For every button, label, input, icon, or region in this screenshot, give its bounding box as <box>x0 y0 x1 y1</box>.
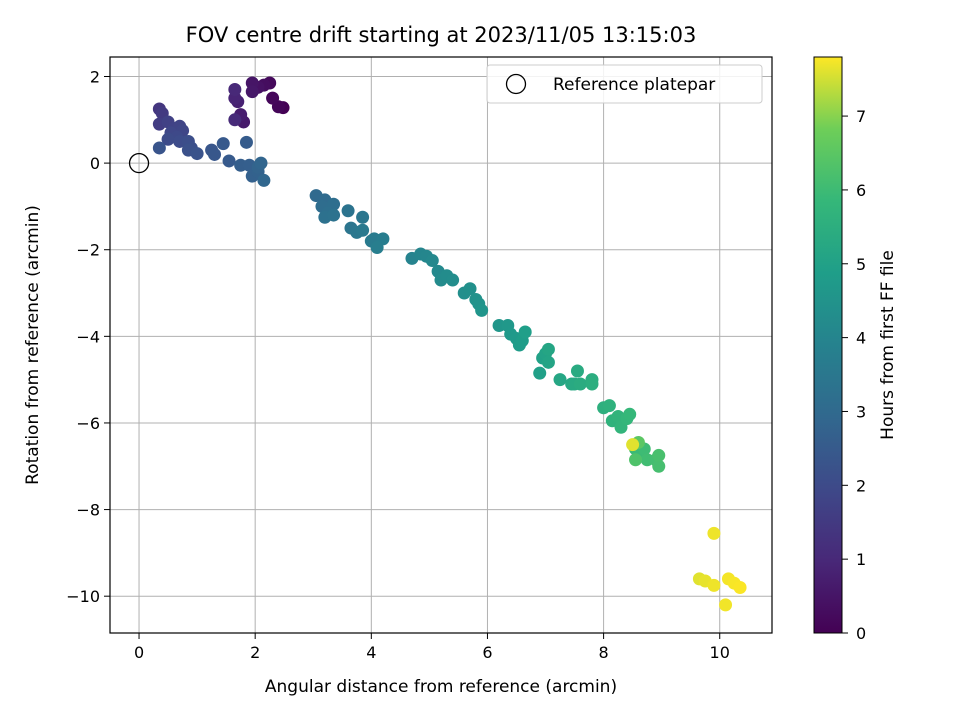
data-point <box>341 204 355 218</box>
plot-frame <box>109 56 773 634</box>
data-point <box>541 342 555 356</box>
x-tick-label: 4 <box>366 643 376 662</box>
data-point <box>245 85 259 99</box>
data-point <box>626 438 640 452</box>
colorbar-label: Hours from first FF file <box>878 250 898 440</box>
data-point <box>518 325 532 339</box>
data-point <box>602 399 616 413</box>
colorbar-tick-label: 6 <box>856 181 866 200</box>
colorbar-tick-label: 0 <box>856 624 866 643</box>
data-point <box>623 407 637 421</box>
colorbar-tick-label: 3 <box>856 402 866 421</box>
data-point <box>327 208 341 222</box>
data-point <box>152 141 166 155</box>
colorbar-tick-label: 7 <box>856 107 866 126</box>
data-point <box>573 377 587 391</box>
x-tick-label: 0 <box>134 643 144 662</box>
data-point <box>541 355 555 369</box>
colorbar-ticks: 0 1 2 3 4 5 6 7 <box>842 107 866 643</box>
data-point <box>161 132 175 146</box>
legend-marker <box>505 73 527 95</box>
x-tick-label: 10 <box>710 643 730 662</box>
data-point <box>228 113 242 127</box>
colorbar-tick-label: 1 <box>856 550 866 569</box>
data-point <box>463 282 477 296</box>
data-point <box>719 598 733 612</box>
y-tick-label: −10 <box>66 587 100 606</box>
data-points <box>152 76 747 612</box>
data-point <box>370 241 384 255</box>
y-tick-label: 0 <box>90 154 100 173</box>
data-point <box>446 273 460 287</box>
grid <box>110 57 772 633</box>
reference-marker <box>128 152 150 174</box>
y-tick-label: 2 <box>90 67 100 86</box>
data-point <box>190 147 204 161</box>
data-point <box>356 210 370 224</box>
chart-title: FOV centre drift starting at 2023/11/05 … <box>186 23 697 47</box>
x-tick-label: 8 <box>599 643 609 662</box>
colorbar-tick-label: 5 <box>856 255 866 274</box>
colorbar-tick-label: 2 <box>856 476 866 495</box>
data-point <box>266 91 280 105</box>
data-point <box>475 303 489 317</box>
data-point <box>257 173 271 187</box>
data-point <box>553 373 567 387</box>
y-tick-label: −8 <box>76 501 100 520</box>
y-tick-label: −6 <box>76 414 100 433</box>
data-point <box>228 82 242 96</box>
colorbar-gradient <box>813 56 843 634</box>
colorbar-tick-label: 4 <box>856 329 866 348</box>
data-point <box>629 453 643 467</box>
data-point <box>585 377 599 391</box>
colorbar: 0 1 2 3 4 5 6 7 Hours from first FF file <box>813 56 898 643</box>
data-point <box>652 459 666 473</box>
y-axis-label: Rotation from reference (arcmin) <box>23 205 43 485</box>
legend: Reference platepar <box>486 64 763 104</box>
axis-ticks: 0 2 4 6 8 10 2 0 −2 −4 −6 −8 −10 <box>66 67 730 662</box>
data-point <box>239 135 253 149</box>
data-point <box>570 364 584 378</box>
legend-entry-label: Reference platepar <box>553 75 715 95</box>
data-point <box>533 366 547 380</box>
data-point <box>208 147 222 161</box>
data-point <box>356 223 370 237</box>
data-point <box>707 526 721 540</box>
x-tick-label: 6 <box>482 643 492 662</box>
data-point <box>425 254 439 268</box>
data-point <box>216 137 230 151</box>
x-axis-label: Angular distance from reference (arcmin) <box>265 677 617 697</box>
data-point <box>652 448 666 462</box>
data-point <box>254 156 268 170</box>
x-tick-label: 2 <box>250 643 260 662</box>
data-point <box>707 578 721 592</box>
data-point <box>222 154 236 168</box>
y-tick-label: −2 <box>76 241 100 260</box>
data-point <box>733 581 747 595</box>
y-tick-label: −4 <box>76 327 100 346</box>
legend-frame <box>486 64 763 104</box>
